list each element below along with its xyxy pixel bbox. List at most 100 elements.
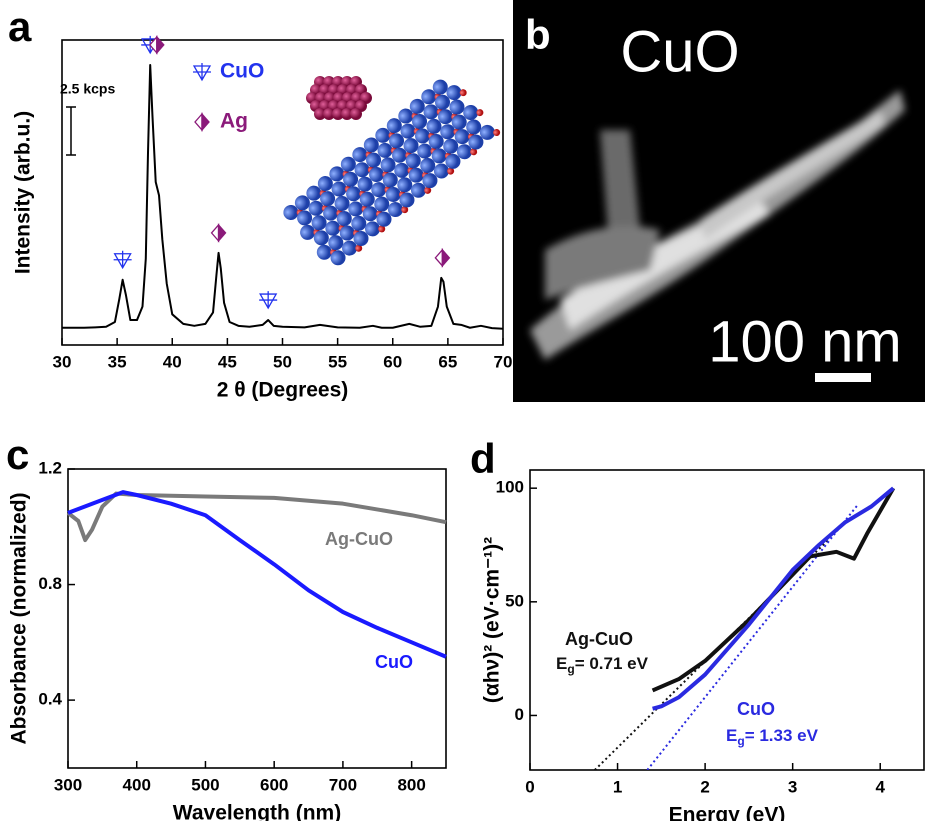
- x-tick-label: 4: [875, 777, 885, 796]
- crystal-atom: [399, 192, 415, 208]
- crystal-atom: [376, 211, 392, 227]
- crystal-atom: [479, 124, 495, 140]
- symbol-shape: [259, 291, 278, 310]
- ag-symbol: [434, 248, 451, 268]
- crystal-atom: [328, 235, 344, 251]
- micrograph-texture: [530, 90, 905, 360]
- x-tick-label: 40: [163, 352, 182, 371]
- crystal-atom: [283, 204, 299, 220]
- crystal-atom: [317, 176, 333, 192]
- y-tick-label: 0.4: [38, 690, 62, 709]
- x-tick-label: 500: [191, 775, 219, 794]
- crystal-atom: [432, 79, 448, 95]
- crystal-atom: [320, 191, 336, 207]
- x-tick-label: 700: [329, 775, 357, 794]
- data-line: [651, 487, 896, 693]
- crystal-atom: [386, 118, 402, 134]
- symbol-shape: [210, 223, 220, 243]
- crystal-atom: [363, 137, 379, 153]
- crystal-atom: [431, 148, 447, 164]
- crystal-atom: [447, 167, 455, 175]
- crystal-atom: [445, 153, 461, 169]
- series-label: Ag-CuO: [565, 629, 633, 649]
- crystal-atom: [325, 220, 341, 236]
- crystal-atom: [409, 98, 425, 114]
- scale-bar-label: 100 nm: [708, 309, 901, 374]
- x-tick-label: 400: [123, 775, 151, 794]
- x-tick-label: 65: [438, 352, 457, 371]
- data-line: [652, 486, 895, 711]
- crystal-atom: [435, 94, 451, 110]
- crystal-atom: [343, 171, 359, 187]
- x-axis-label: Energy (eV): [669, 804, 786, 821]
- crystal-atom: [433, 163, 449, 179]
- crystal-atom: [405, 153, 421, 169]
- y-tick-label: 1.2: [38, 458, 62, 477]
- crystal-atom: [336, 211, 352, 227]
- cuo-symbol: [192, 63, 212, 82]
- crystal-atom: [459, 89, 467, 97]
- subscript: g: [737, 734, 744, 748]
- crystal-atom: [355, 244, 363, 252]
- crystal-atom: [397, 177, 413, 193]
- x-tick-label: 70: [494, 352, 513, 371]
- x-tick-label: 35: [108, 352, 127, 371]
- ag-symbol: [210, 223, 227, 243]
- x-axis-label: Wavelength (nm): [173, 802, 341, 821]
- crystal-atom: [443, 138, 459, 154]
- band-gap-label: Eg= 0.71 eV: [556, 654, 649, 676]
- x-tick-label: 0: [525, 777, 534, 796]
- series-label: CuO: [737, 699, 775, 719]
- nanorod-model: [283, 79, 501, 266]
- x-tick-label: 55: [328, 352, 347, 371]
- panel-label: a: [8, 3, 32, 50]
- series-label: CuO: [375, 652, 413, 672]
- crystal-atom: [382, 172, 398, 188]
- band-gap-value: = 0.71 eV: [575, 654, 649, 673]
- crystal-atom: [456, 144, 472, 160]
- crystal-atom: [470, 148, 478, 156]
- crystal-atom: [422, 173, 438, 189]
- scale-bar: [66, 106, 76, 156]
- symbol-shape: [192, 63, 212, 82]
- crystal-atom: [387, 202, 403, 218]
- crystal-atom: [423, 104, 439, 120]
- crystal-atom: [306, 185, 322, 201]
- x-tick-label: 50: [273, 352, 292, 371]
- crystal-atom: [369, 167, 385, 183]
- crystal-atom: [437, 109, 453, 125]
- crystal-atom: [449, 99, 465, 115]
- crystal-atom: [366, 152, 382, 168]
- crystal-atom: [346, 186, 362, 202]
- crystal-atom: [359, 191, 375, 207]
- crystal-atom: [374, 196, 390, 212]
- crystal-atom: [300, 224, 316, 240]
- panel-label: b: [525, 11, 551, 58]
- crystal-model: [283, 76, 501, 266]
- symbol-shape: [434, 248, 444, 268]
- crystal-atom: [342, 240, 358, 256]
- data-line: [62, 63, 504, 330]
- crystal-atom: [362, 206, 378, 222]
- crystal-atom: [339, 225, 355, 241]
- crystal-atom: [426, 118, 442, 134]
- crystal-atom: [421, 89, 437, 105]
- fit-line: [646, 503, 860, 770]
- crystal-atom: [476, 109, 484, 117]
- crystal-atom: [408, 167, 424, 183]
- y-axis-label: Intensity (arb.u.): [12, 111, 35, 274]
- crystal-atom: [415, 128, 431, 144]
- crystal-atom: [297, 210, 313, 226]
- crystal-atom: [378, 225, 386, 233]
- crystal-atom: [394, 162, 410, 178]
- crystal-atom: [468, 134, 484, 150]
- crystal-atom: [371, 182, 387, 198]
- crystal-atom: [446, 85, 462, 101]
- symbol: E: [726, 726, 737, 745]
- symbol-shape: [156, 35, 165, 55]
- subscript: g: [567, 662, 574, 676]
- y-axis-label: Absorbance (normalized): [8, 492, 31, 744]
- crystal-atom: [334, 195, 350, 211]
- crystal-atom: [420, 158, 436, 174]
